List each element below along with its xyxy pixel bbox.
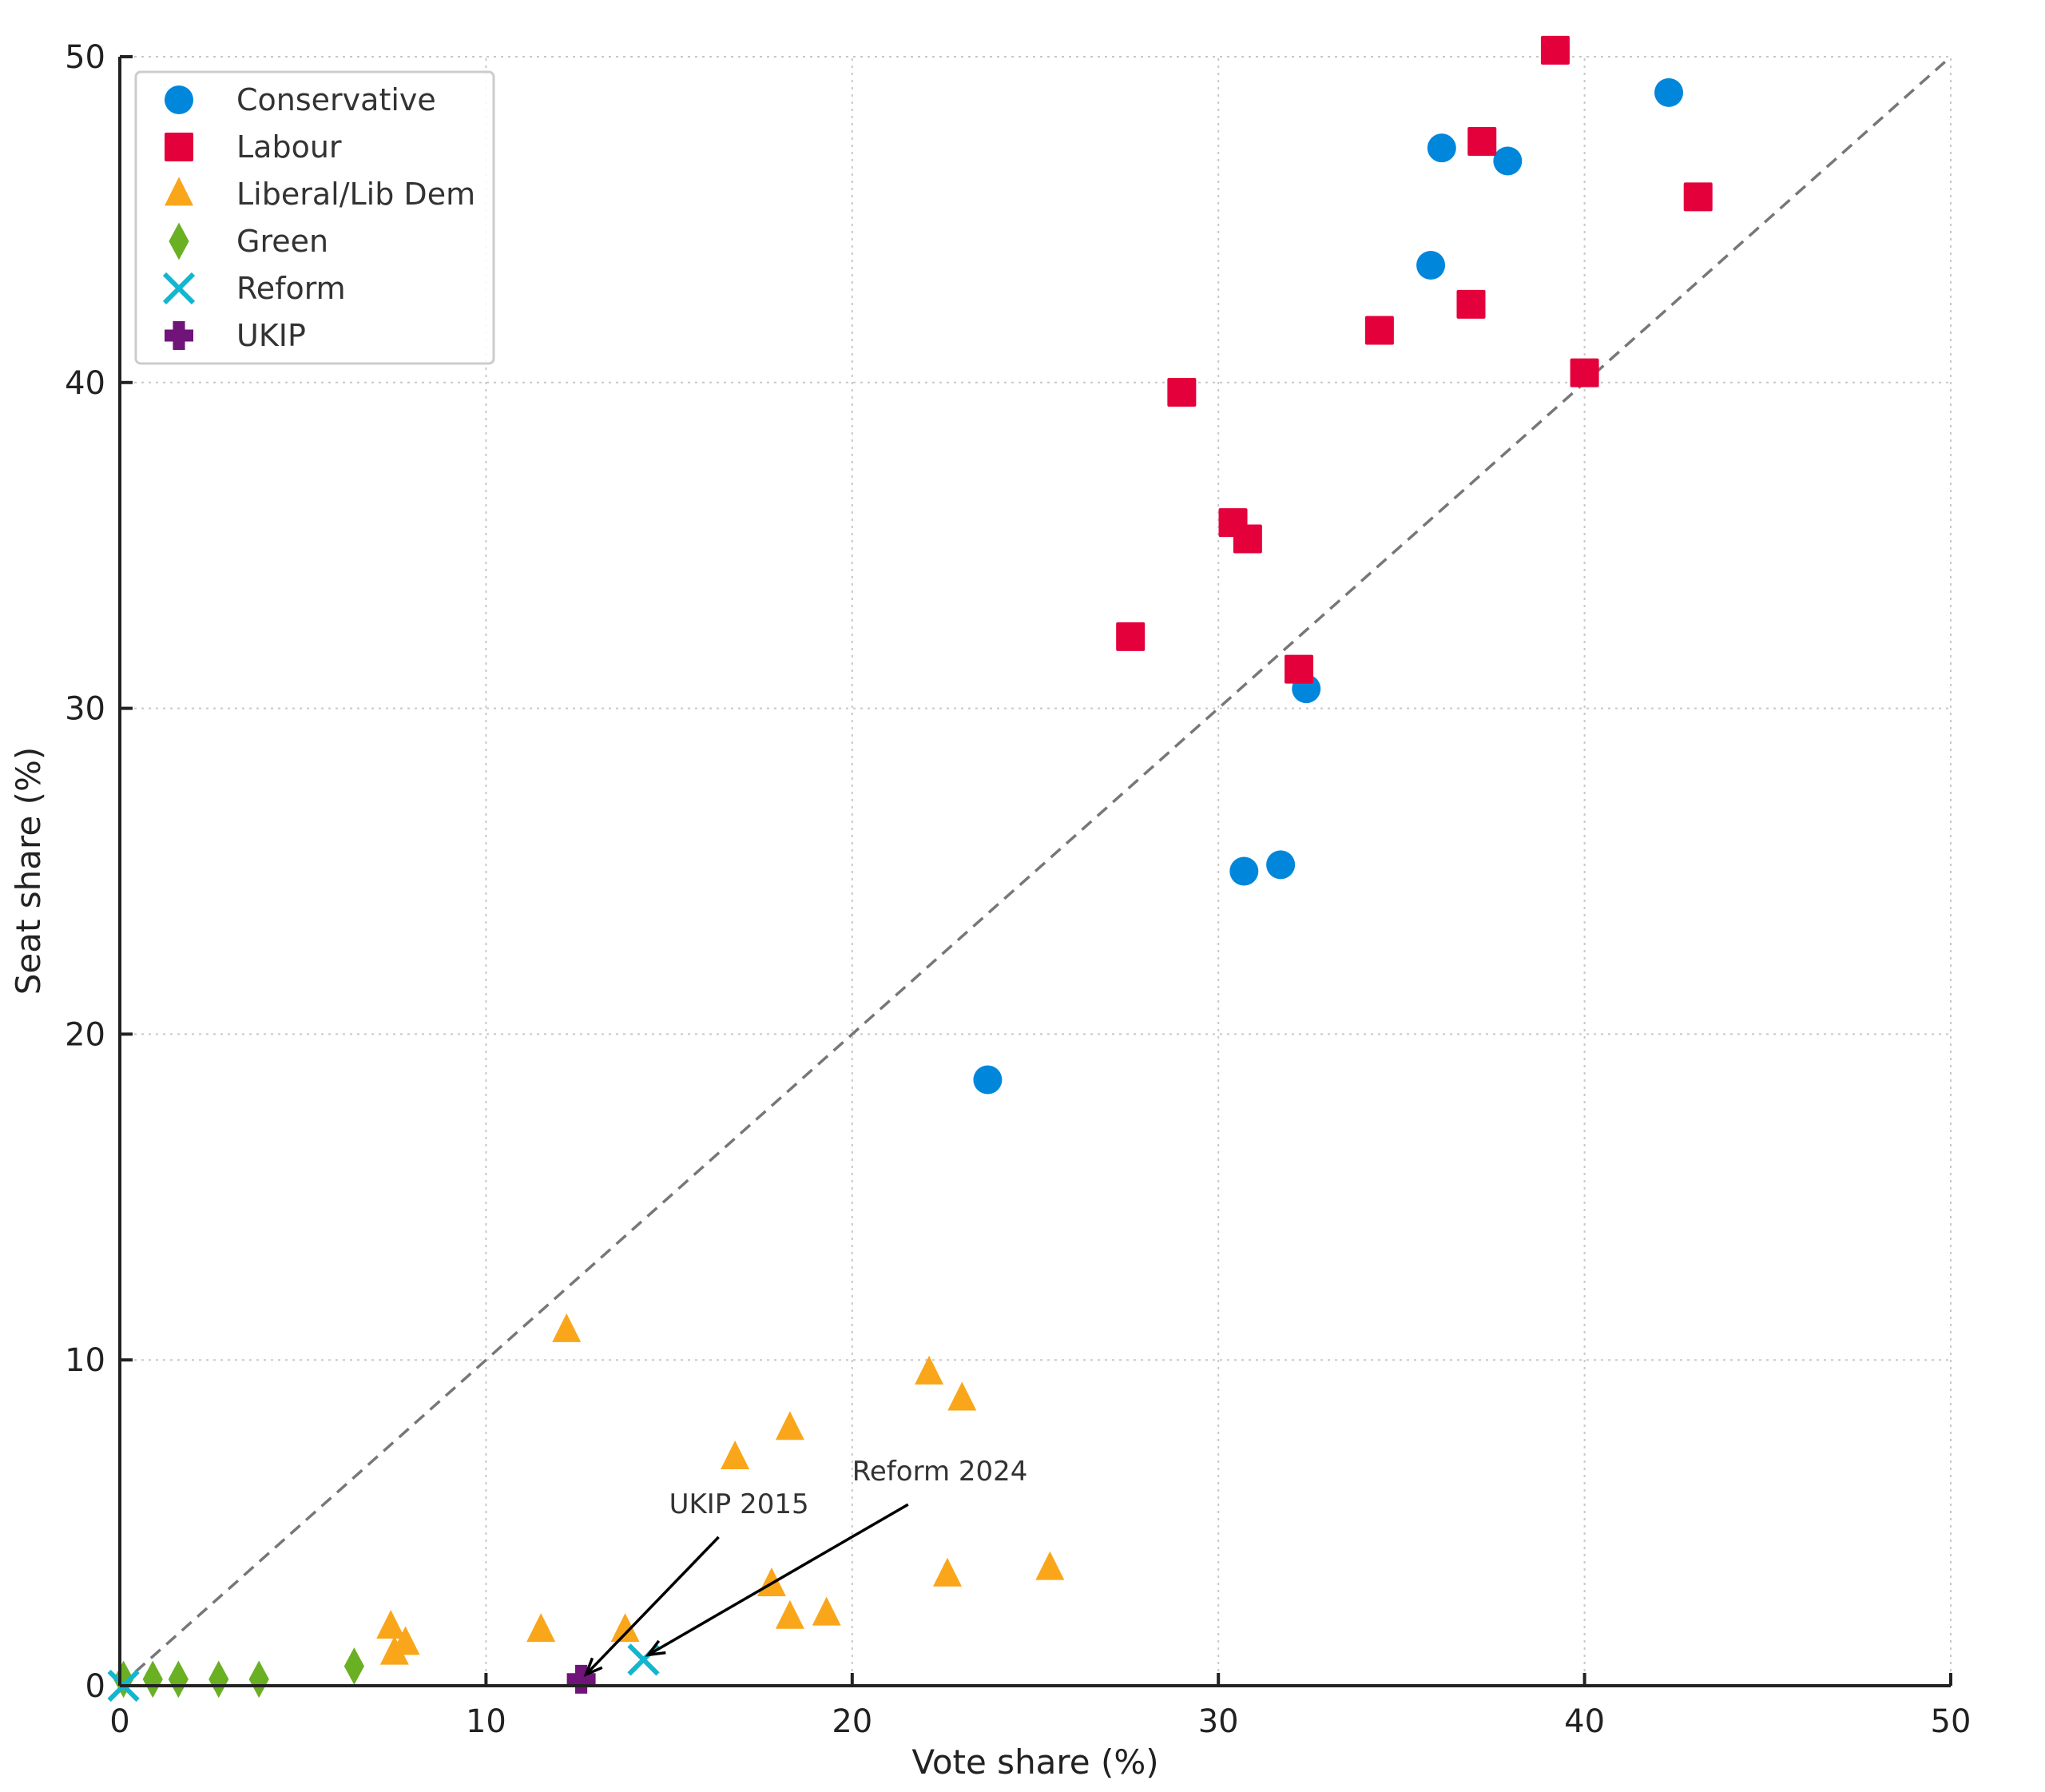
point-conservative [1416,250,1446,280]
point-conservative [1493,146,1523,176]
annotation-reform-2024: Reform 2024 [852,1456,1028,1488]
point-labour [1167,378,1197,407]
legend-marker-labour-icon [165,133,193,161]
point-conservative [973,1065,1003,1095]
point-liberal-lib-dem [1035,1551,1065,1580]
y-tick-label: 0 [85,1668,105,1705]
point-liberal-lib-dem [915,1355,944,1385]
point-liberal-lib-dem [526,1613,556,1643]
point-liberal-lib-dem [812,1596,841,1626]
annotation-ukip-2015: UKIP 2015 [669,1488,809,1520]
point-liberal-lib-dem [775,1411,804,1440]
point-liberal-lib-dem [379,1635,409,1665]
point-ukip [566,1664,596,1694]
legend-marker-green-icon [169,222,189,260]
legend-label-reform: Reform [236,271,346,306]
legend-label-conservative: Conservative [236,82,436,117]
point-liberal-lib-dem [610,1613,640,1643]
legend-marker-ukip-icon [165,321,193,350]
x-tick-label: 10 [466,1703,506,1740]
x-tick-label: 30 [1198,1703,1239,1740]
x-tick-label: 40 [1564,1703,1605,1740]
annotation-arrow-ukip-2015 [585,1536,720,1676]
y-tick-label: 50 [65,39,105,76]
x-tick-label: 0 [109,1703,129,1740]
axes [118,57,1951,1687]
y-tick-label: 20 [65,1016,105,1053]
legend-label-labour: Labour [236,129,342,165]
point-green [248,1660,269,1699]
point-green [142,1660,163,1699]
point-liberal-lib-dem [721,1440,750,1469]
point-conservative [1427,133,1456,163]
point-labour [1683,182,1713,212]
y-axis-label: Seat share (%) [9,747,48,995]
x-tick-label: 20 [832,1703,872,1740]
grid [120,56,1952,1686]
point-labour [1467,127,1497,157]
point-labour [1456,289,1486,319]
y-ticks: 0 10 20 30 40 50 [65,39,133,1705]
legend-marker-reform-icon [162,272,196,305]
legend-label-ukip: UKIP [236,318,306,353]
point-liberal-lib-dem [775,1599,804,1629]
legend-marker-conservative-icon [165,85,193,114]
point-liberal-lib-dem [947,1381,977,1411]
annotation-arrow-reform-2024 [647,1503,909,1656]
point-conservative [1229,856,1259,886]
legend-marker-liberal-lib-dem-icon [165,177,193,206]
point-liberal-lib-dem [932,1557,962,1587]
arrowhead-icon [583,1657,603,1678]
legend-label-liberal-lib-dem: Liberal/Lib Dem [236,177,475,212]
x-ticks: 0 10 20 30 40 50 [109,1673,1971,1740]
y-tick-label: 10 [65,1342,105,1379]
point-green [168,1660,189,1699]
data-points [107,35,1713,1703]
point-labour [1540,35,1570,65]
x-axis-label: Vote share (%) [911,1742,1158,1782]
arrowhead-icon [645,1639,666,1657]
y-tick-label: 30 [65,691,105,728]
point-green [208,1660,229,1699]
legend-label-green: Green [236,224,328,259]
point-conservative [1266,850,1296,880]
point-labour [1364,316,1394,345]
point-green [343,1647,364,1685]
legend-box [134,70,495,365]
y-tick-label: 40 [65,365,105,402]
point-liberal-lib-dem [552,1313,582,1342]
reference-line-y-equals-x [118,55,1952,1687]
point-labour [1570,358,1599,387]
point-labour [1233,524,1262,554]
annotations: UKIP 2015 Reform 2024 [583,1456,1028,1678]
point-liberal-lib-dem [376,1609,406,1639]
legend: Conservative Labour Liberal/Lib Dem Green Re… [134,70,495,365]
point-conservative [1654,77,1684,107]
point-labour [1285,654,1314,684]
x-tick-label: 50 [1931,1703,1972,1740]
point-labour [1116,622,1146,651]
